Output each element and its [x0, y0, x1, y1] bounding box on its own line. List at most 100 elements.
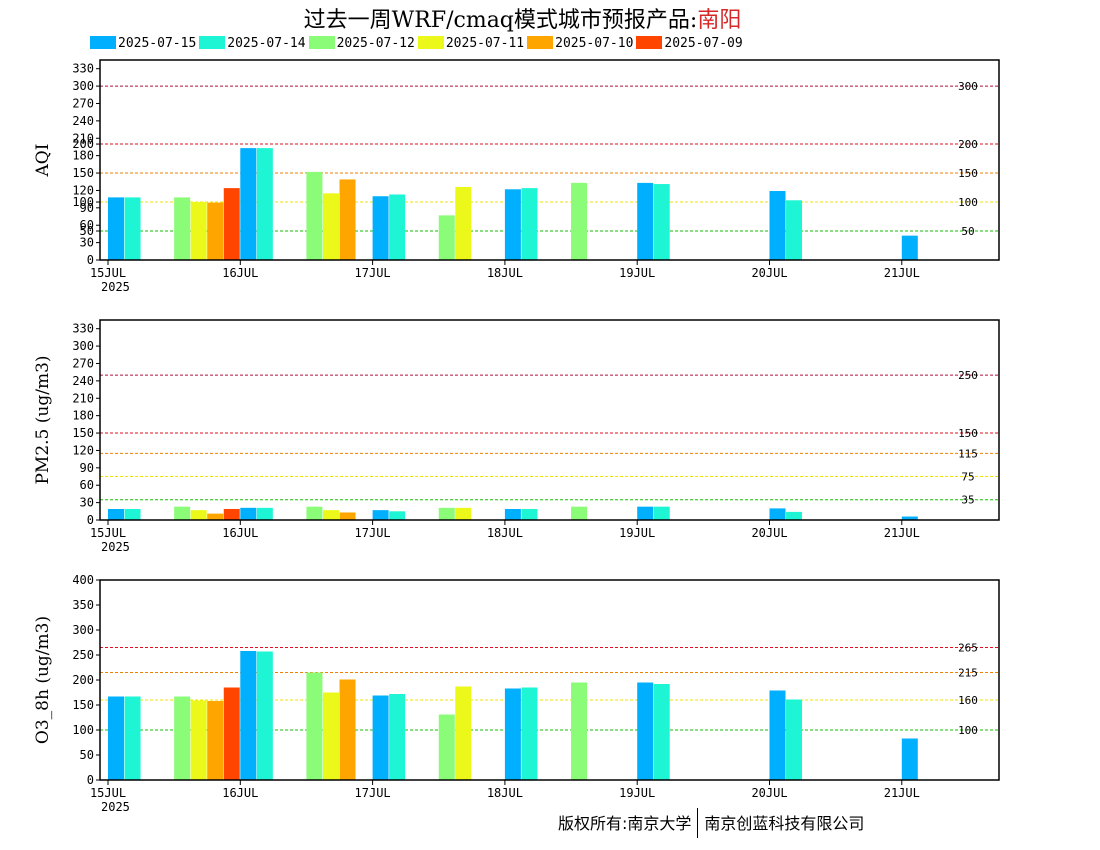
x-tick-label: 16JUL [222, 526, 258, 540]
bar [339, 679, 356, 780]
bar [322, 692, 339, 780]
y-tick-label: 330 [72, 322, 94, 336]
bar [372, 510, 389, 520]
y-tick-label: 90 [80, 201, 94, 215]
bar [256, 651, 273, 780]
legend-swatch [308, 36, 335, 49]
y-tick-label: 400 [72, 573, 94, 587]
bar [108, 508, 124, 520]
y-tick-label: 150 [72, 698, 94, 712]
threshold-label: 300 [958, 80, 978, 93]
x-tick-label: 15JUL [90, 526, 126, 540]
bar [389, 194, 406, 260]
bar [339, 179, 356, 260]
footer-right: 南京创蓝科技有限公司 [704, 814, 865, 833]
legend-swatch [199, 36, 226, 49]
bar [223, 188, 240, 260]
legend-item: 2025-07-14 [199, 36, 306, 51]
x-sublabel: 2025 [101, 540, 130, 554]
y-tick-label: 210 [72, 131, 94, 145]
x-tick-label: 15JUL [90, 266, 126, 280]
bar [124, 197, 141, 260]
threshold-label: 35 [961, 494, 974, 507]
x-tick-label: 17JUL [355, 526, 391, 540]
y-tick-label: 0 [87, 513, 94, 527]
bar [174, 506, 191, 520]
y-tick-label: 0 [87, 253, 94, 267]
bar [306, 672, 323, 780]
threshold-label: 250 [958, 369, 978, 382]
bar [174, 696, 191, 780]
x-tick-label: 17JUL [355, 786, 391, 800]
threshold-label: 150 [958, 167, 978, 180]
threshold-label: 215 [958, 667, 978, 680]
legend-item: 2025-07-10 [527, 36, 633, 51]
bar [256, 507, 273, 520]
x-sublabel: 2025 [101, 800, 130, 814]
legend-label: 2025-07-09 [664, 36, 743, 51]
bar [240, 148, 257, 260]
bar [786, 200, 803, 260]
bar [190, 202, 207, 260]
bar [372, 695, 389, 780]
bar [207, 701, 224, 780]
x-tick-label: 16JUL [222, 266, 258, 280]
y-tick-label: 30 [80, 496, 94, 510]
bar [637, 682, 654, 780]
legend-swatch [636, 36, 663, 49]
y-tick-label: 150 [72, 426, 94, 440]
bar [521, 188, 538, 260]
x-tick-label: 18JUL [487, 266, 523, 280]
x-tick-label: 20JUL [751, 526, 787, 540]
bar [174, 197, 191, 260]
bar [901, 516, 918, 520]
bar [504, 508, 521, 520]
y-tick-label: 210 [72, 391, 94, 405]
plot-frame [99, 59, 1000, 261]
x-tick-label: 19JUL [619, 786, 655, 800]
bar [455, 186, 472, 260]
threshold-label: 115 [958, 447, 978, 460]
y-tick-label: 120 [72, 443, 94, 457]
legend-label: 2025-07-15 [118, 36, 197, 51]
bar [372, 196, 389, 260]
y-tick-label: 270 [72, 96, 94, 110]
y-axis-label: PM2.5 (ug/m3) [33, 355, 53, 484]
x-tick-label: 21JUL [884, 526, 920, 540]
bar [653, 684, 670, 780]
legend-item: 2025-07-11 [417, 36, 525, 51]
x-tick-label: 15JUL [90, 786, 126, 800]
bar [207, 513, 224, 520]
bar [389, 694, 406, 780]
bar [521, 687, 538, 780]
bar [901, 738, 918, 780]
bar [637, 506, 654, 520]
y-tick-label: 300 [72, 623, 94, 637]
bar [223, 508, 240, 520]
y-tick-label: 180 [72, 409, 94, 423]
bar [322, 193, 339, 260]
legend-item: 2025-07-12 [308, 36, 415, 51]
bar [306, 171, 323, 260]
x-tick-label: 18JUL [487, 786, 523, 800]
bar [521, 508, 538, 520]
threshold-label: 100 [958, 724, 978, 737]
y-tick-label: 90 [80, 461, 94, 475]
legend-swatch [417, 36, 444, 49]
chart-title: 过去一周WRF/cmaq模式城市预报产品:南阳 [0, 2, 1045, 34]
y-tick-label: 330 [72, 62, 94, 76]
x-tick-label: 17JUL [355, 266, 391, 280]
y-tick-label: 250 [72, 648, 94, 662]
bar [653, 506, 670, 520]
legend-label: 2025-07-12 [336, 36, 415, 51]
bar [455, 686, 472, 780]
bar [786, 699, 803, 780]
threshold-label: 75 [961, 471, 974, 484]
bar [438, 714, 455, 780]
legend-label: 2025-07-11 [445, 36, 525, 51]
x-sublabel: 2025 [101, 280, 130, 294]
x-tick-label: 21JUL [884, 786, 920, 800]
legend-label: 2025-07-14 [227, 36, 306, 51]
y-tick-label: 300 [72, 79, 94, 93]
